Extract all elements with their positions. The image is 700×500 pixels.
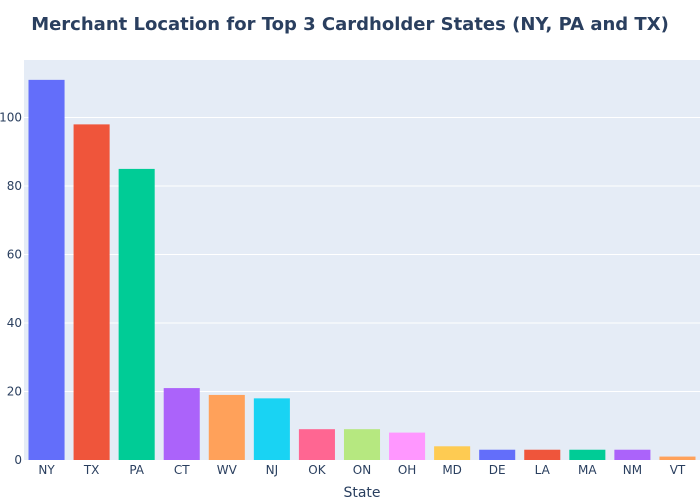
y-tick-label: 100 bbox=[0, 111, 22, 125]
x-tick-label: ON bbox=[353, 463, 371, 477]
x-tick-label: OK bbox=[308, 463, 326, 477]
bar-ok[interactable] bbox=[298, 429, 335, 460]
y-axis-ticks: 0 20 40 60 80 100 bbox=[0, 111, 22, 467]
bar-ct[interactable] bbox=[163, 388, 200, 460]
y-tick-label: 0 bbox=[14, 453, 22, 467]
x-tick-label: LA bbox=[535, 463, 551, 477]
y-tick-label: 80 bbox=[7, 179, 22, 193]
x-tick-label: PA bbox=[129, 463, 144, 477]
x-tick-label: VT bbox=[670, 463, 686, 477]
x-tick-label: MD bbox=[442, 463, 462, 477]
bar-on[interactable] bbox=[343, 429, 381, 460]
x-tick-label: MA bbox=[578, 463, 597, 477]
bar-md[interactable] bbox=[434, 446, 471, 460]
y-tick-label: 20 bbox=[7, 385, 22, 399]
bar-vt[interactable] bbox=[659, 456, 696, 460]
bar-nj[interactable] bbox=[253, 398, 290, 460]
bar-oh[interactable] bbox=[389, 432, 426, 460]
x-tick-label: TX bbox=[83, 463, 100, 477]
y-tick-label: 60 bbox=[7, 248, 22, 262]
x-tick-label: DE bbox=[489, 463, 506, 477]
x-tick-label: NM bbox=[623, 463, 642, 477]
bar-nm[interactable] bbox=[614, 449, 651, 460]
x-axis-ticks: NY TX PA CT WV NJ OK ON OH MD DE LA MA NM VT bbox=[38, 463, 686, 477]
x-tick-label: NJ bbox=[266, 463, 279, 477]
chart-title: Merchant Location for Top 3 Cardholder S… bbox=[31, 14, 669, 35]
y-tick-label: 40 bbox=[7, 316, 22, 330]
bar-wv[interactable] bbox=[208, 394, 245, 460]
bar-ny[interactable] bbox=[28, 79, 65, 461]
x-axis-title: State bbox=[343, 485, 380, 500]
bar-tx[interactable] bbox=[73, 124, 110, 461]
bars bbox=[28, 79, 696, 461]
x-tick-label: OH bbox=[398, 463, 416, 477]
x-tick-label: NY bbox=[38, 463, 55, 477]
bar-la[interactable] bbox=[524, 449, 561, 460]
x-tick-label: CT bbox=[174, 463, 190, 477]
bar-de[interactable] bbox=[479, 449, 516, 460]
bar-ma[interactable] bbox=[569, 449, 606, 460]
x-tick-label: WV bbox=[217, 463, 238, 477]
bar-pa[interactable] bbox=[118, 168, 155, 460]
